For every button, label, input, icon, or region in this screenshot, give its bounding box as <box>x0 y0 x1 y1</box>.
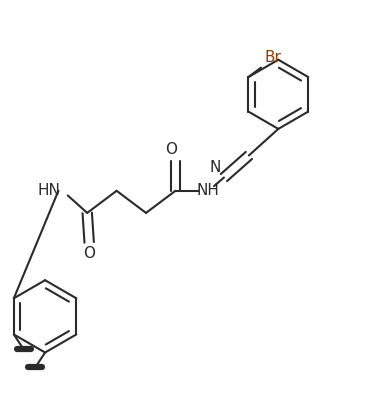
Text: Br: Br <box>264 50 281 65</box>
Text: O: O <box>83 246 95 261</box>
Text: NH: NH <box>196 183 219 198</box>
Text: O: O <box>165 142 178 158</box>
Text: HN: HN <box>38 183 61 198</box>
Text: N: N <box>209 160 221 175</box>
